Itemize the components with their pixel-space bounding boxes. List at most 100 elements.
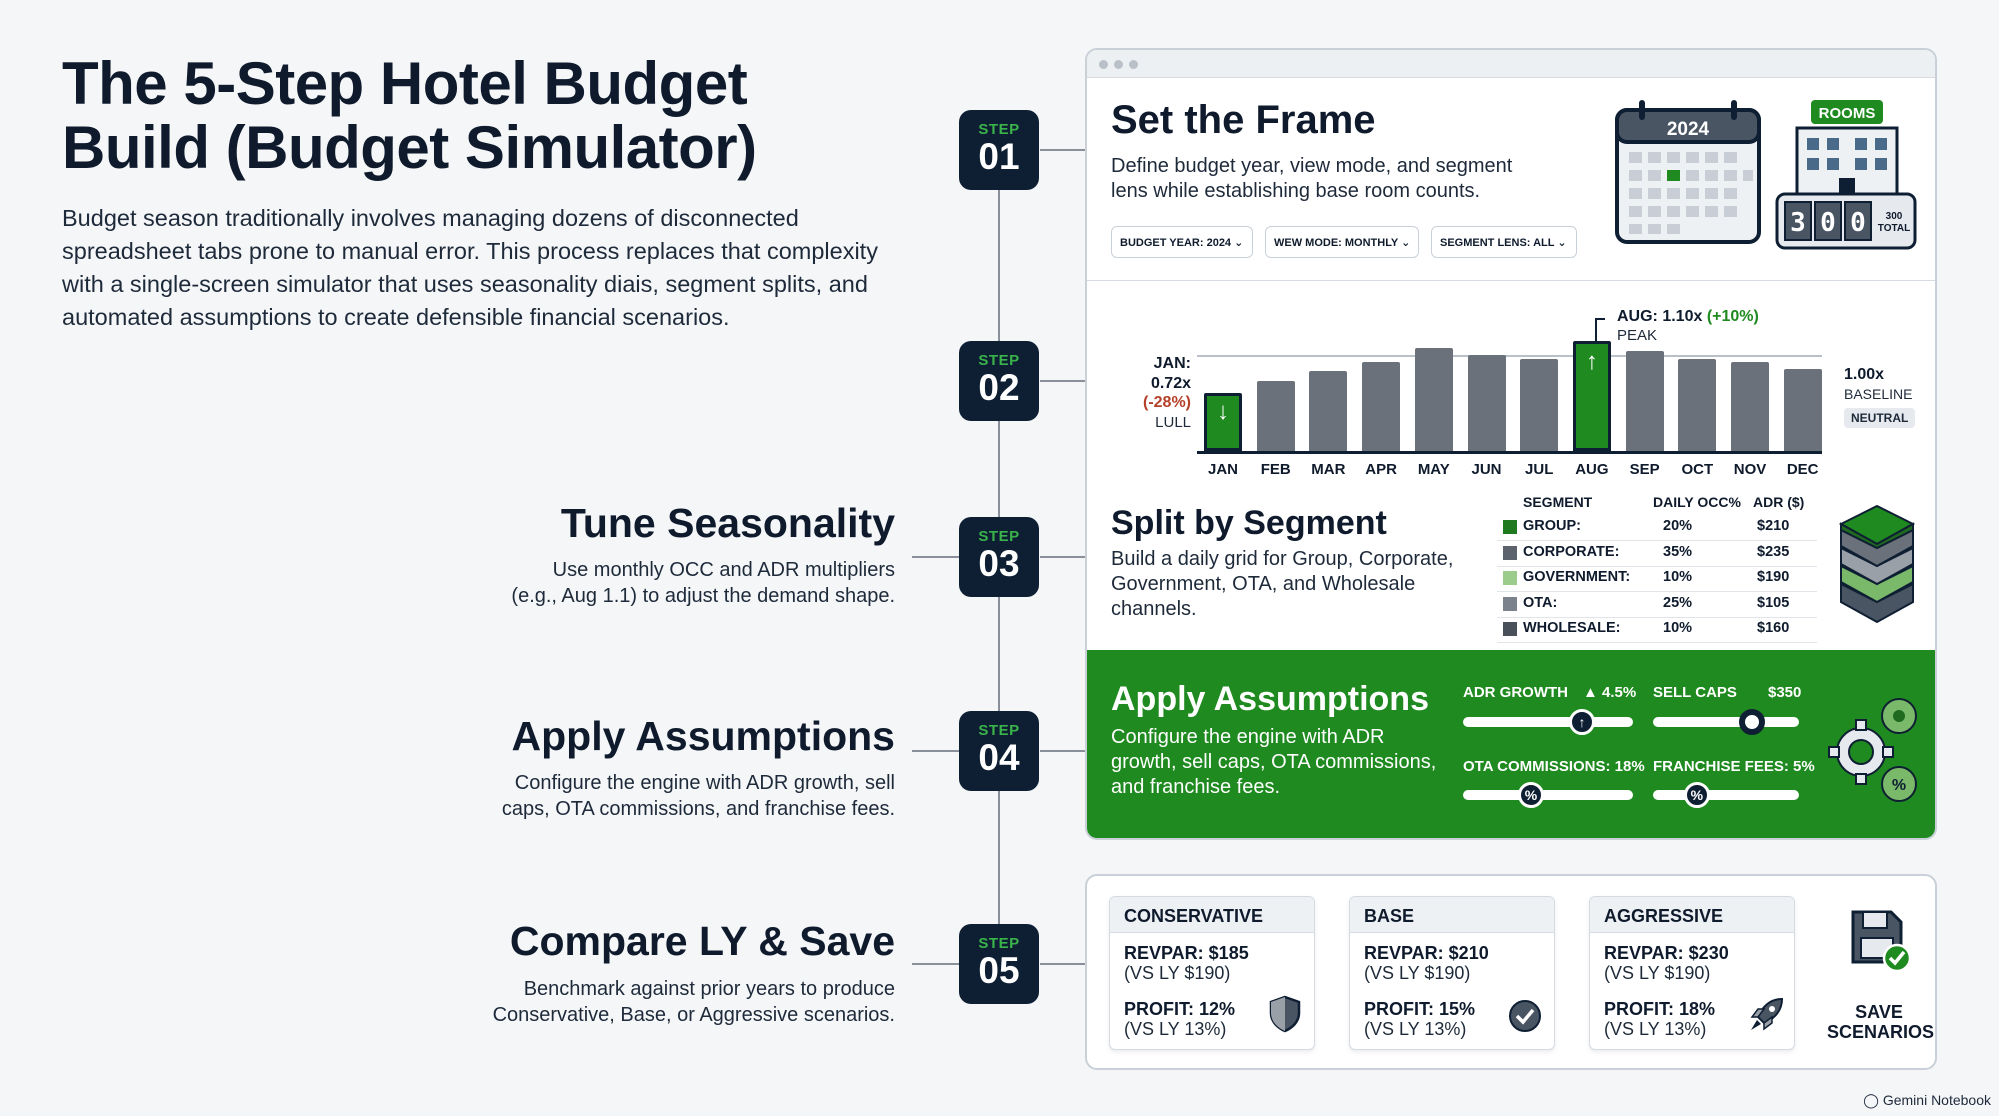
step3-desc-line2: (e.g., Aug 1.1) to adjust the demand sha… <box>511 585 895 607</box>
bar-jun <box>1467 355 1506 451</box>
segment-adr: $210 <box>1757 518 1790 534</box>
scenario-profit: PROFIT: 18% <box>1604 999 1716 1019</box>
neutral-badge: NEUTRAL <box>1844 408 1916 428</box>
segment-occ: 35% <box>1663 543 1693 560</box>
baseline-label: BASELINE <box>1844 386 1913 402</box>
frame-desc-line1: Define budget year, view mode, and segme… <box>1111 155 1513 177</box>
bar-feb <box>1256 381 1295 451</box>
rooms-total-label: TOTAL <box>1878 223 1910 234</box>
row-divider <box>1497 565 1817 567</box>
assumptions-desc-line1: Configure the engine with ADR <box>1111 726 1385 748</box>
scenario-card-base[interactable]: BASE REVPAR: $210 (VS LY $190) PROFIT: 1… <box>1349 896 1555 1050</box>
segment-occ: 20% <box>1663 518 1693 534</box>
x-tick-label: SEP <box>1629 461 1660 478</box>
segment-name: CORPORATE: <box>1523 543 1620 560</box>
timeline-connector <box>1040 380 1087 382</box>
franchise-fees-slider-handle[interactable]: % <box>1683 782 1710 808</box>
step5-desc-line1: Benchmark against prior years to produce <box>523 978 895 1000</box>
segment-adr: $160 <box>1757 620 1790 636</box>
row-divider <box>1497 616 1817 618</box>
x-tick-label: NOV <box>1733 461 1767 478</box>
step4-desc-line2: caps, OTA commissions, and franchise fee… <box>501 798 895 820</box>
segment-title: Split by Segment <box>1111 504 1387 542</box>
rooms-total-number: 300 <box>1886 211 1903 222</box>
bar-aug: ↑ <box>1572 341 1611 451</box>
segment-name: OTA: <box>1523 594 1558 611</box>
simulator-panel: Set the Frame Define budget year, view m… <box>1085 48 1937 840</box>
x-tick-label: JAN <box>1207 461 1238 478</box>
step4-title: Apply Assumptions <box>511 713 895 759</box>
budget-year-dropdown[interactable]: BUDGET YEAR: 2024 ⌄ <box>1111 226 1253 258</box>
bar-sep <box>1625 351 1664 451</box>
baseline-value: 1.00x <box>1844 366 1885 383</box>
aug-callout-line <box>1595 318 1597 342</box>
row-divider <box>1497 642 1817 643</box>
x-axis-line <box>1197 451 1822 454</box>
sell-caps-value: $350 <box>1768 684 1802 701</box>
scenario-card-conservative[interactable]: CONSERVATIVE REVPAR: $185 (VS LY $190) P… <box>1109 896 1315 1050</box>
timeline-connector <box>1040 149 1087 151</box>
assumptions-desc-line2: growth, sell caps, OTA commissions, <box>1111 751 1437 773</box>
scenario-profit-ly: (VS LY 13%) <box>1364 1019 1467 1039</box>
x-tick-label: FEB <box>1260 461 1291 478</box>
row-divider <box>1497 540 1817 541</box>
segment-name: GOVERNMENT: <box>1523 569 1631 585</box>
calendar-icon: 2024 <box>1615 100 1761 244</box>
adr-growth-slider-handle[interactable]: ↑ <box>1569 709 1595 735</box>
segment-adr: $190 <box>1757 569 1790 585</box>
sell-caps-slider[interactable] <box>1653 717 1799 727</box>
bar-jul <box>1520 359 1559 451</box>
scenario-card-aggressive[interactable]: AGGRESSIVE REVPAR: $230 (VS LY $190) PRO… <box>1589 896 1795 1050</box>
step-badge-05: STEP 05 <box>959 924 1039 1004</box>
view-mode-dropdown[interactable]: WEW MODE: MONTHLY ⌄ <box>1265 226 1419 258</box>
x-tick-label: MAY <box>1417 461 1450 478</box>
layers-stack-icon <box>1838 504 1916 624</box>
save-scenarios-button[interactable]: SAVE SCENARIOS <box>1827 890 1934 1060</box>
segment-name: WHOLESALE: <box>1523 620 1621 636</box>
scenario-revpar-ly: (VS LY $190) <box>1604 963 1711 983</box>
bar-oct <box>1678 359 1717 451</box>
sell-caps-slider-handle[interactable] <box>1739 709 1766 735</box>
aug-callout-line <box>1595 318 1605 320</box>
bar-mar <box>1309 371 1348 451</box>
scenario-profit: PROFIT: 12% <box>1124 999 1236 1019</box>
shield-icon <box>1269 995 1301 1033</box>
segment-color-swatch <box>1503 622 1517 636</box>
assumptions-title: Apply Assumptions <box>1111 680 1429 718</box>
adr-growth-value: ▲ 4.5% <box>1583 684 1637 701</box>
ota-commissions-label: OTA COMMISSIONS: 18% <box>1463 758 1645 775</box>
occ-col-header: DAILY OCC% <box>1653 494 1741 510</box>
segment-name: GROUP: <box>1523 518 1581 534</box>
segment-adr: $105 <box>1757 594 1790 611</box>
segment-color-swatch <box>1503 520 1517 534</box>
adr-col-header: ADR ($) <box>1753 494 1805 510</box>
segment-lens-dropdown[interactable]: SEGMENT LENS: ALL ⌄ <box>1431 226 1577 258</box>
jan-annotation-note: LULL <box>1155 414 1191 431</box>
gemini-logo-icon: ◯ <box>1863 1092 1879 1108</box>
franchise-fees-slider[interactable] <box>1653 790 1799 800</box>
step3-title: Tune Seasonality <box>560 500 895 546</box>
check-icon <box>1509 1000 1541 1032</box>
jan-annotation-change: (-28%) <box>1142 394 1191 411</box>
timeline-connector <box>1040 556 1087 558</box>
baseline-line <box>1197 355 1822 357</box>
adr-growth-label: ADR GROWTH <box>1463 684 1568 701</box>
arrow-up-icon: ↑ <box>1585 348 1598 375</box>
segment-desc-line1: Build a daily grid for Group, Corporate, <box>1111 548 1454 570</box>
ota-commissions-slider[interactable] <box>1463 790 1633 800</box>
bar-nov <box>1731 362 1769 451</box>
step5-desc-line2: Conservative, Base, or Aggressive scenar… <box>492 1004 895 1026</box>
rooms-digit: 3 <box>1790 208 1806 238</box>
gears-icon: % <box>1828 698 1917 802</box>
segment-occ: 10% <box>1663 569 1693 585</box>
segment-color-swatch <box>1503 596 1517 611</box>
rooms-label: ROOMS <box>1819 105 1876 122</box>
ota-commissions-slider-handle[interactable]: % <box>1518 782 1544 808</box>
watermark: ◯ Gemini Notebook <box>1863 1092 1991 1108</box>
step-badge-01: STEP 01 <box>959 110 1039 190</box>
scenario-name: BASE <box>1350 897 1554 933</box>
scenario-revpar: REVPAR: $230 <box>1604 943 1729 963</box>
scenario-revpar-ly: (VS LY $190) <box>1124 963 1231 983</box>
timeline-connector <box>912 963 960 965</box>
adr-growth-slider[interactable] <box>1463 717 1633 727</box>
